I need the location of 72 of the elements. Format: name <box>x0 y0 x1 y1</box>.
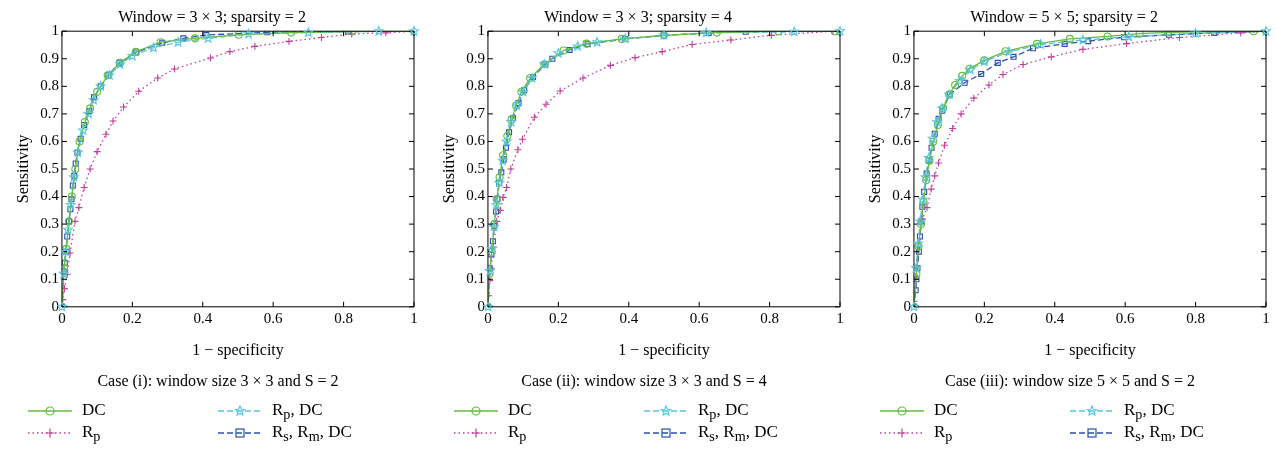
y-tick-label: 0.4 <box>892 187 912 204</box>
y-tick-label: 0.5 <box>892 159 911 176</box>
legend-label: R$_{p}$ <box>82 422 101 445</box>
y-tick-label: 0.1 <box>40 270 59 287</box>
x-tick-label: 0.8 <box>1186 309 1205 326</box>
y-axis-title: Sensitivity <box>13 134 32 204</box>
y-tick-label: 0.4 <box>466 187 486 204</box>
chart-title: Window = 3 × 3; sparsity = 4 <box>544 7 732 26</box>
y-tick-label: 0.7 <box>892 104 912 121</box>
y-tick-label: 0.5 <box>40 159 59 176</box>
chart-title: Window = 3 × 3; sparsity = 2 <box>118 7 306 26</box>
x-axis-title: 1 − specificity <box>192 340 284 359</box>
y-tick-label: 0.5 <box>466 159 485 176</box>
y-axis-title: Sensitivity <box>439 134 458 204</box>
chart-title: Window = 5 × 5; sparsity = 2 <box>970 7 1158 26</box>
x-axis-title: 1 − specificity <box>618 340 710 359</box>
x-tick-label: 1 <box>836 309 844 326</box>
y-tick-label: 0.1 <box>892 270 911 287</box>
y-tick-label: 0.2 <box>40 242 59 259</box>
x-tick-label: 0.4 <box>193 309 213 326</box>
y-axis-title: Sensitivity <box>865 134 884 204</box>
y-tick-label: 0.3 <box>40 215 59 232</box>
text: Case (ii): window size 3 × 3 and S = 4 <box>520 372 768 390</box>
legend-label: R$_{p}$, DC <box>272 400 323 423</box>
text: Case (i): window size 3 × 3 and S = 2 <box>96 372 340 390</box>
y-tick-label: 0.1 <box>466 270 485 287</box>
x-tick-label: 0.6 <box>1115 309 1136 326</box>
y-tick-label: 0 <box>51 297 59 314</box>
legend-label: R$_{s}$, R$_{m}$, DC <box>698 422 778 445</box>
legend-label: R$_{p}$ <box>508 422 527 445</box>
y-tick-label: 0.6 <box>892 132 912 149</box>
x-tick-label: 0.6 <box>263 309 284 326</box>
x-tick-label: 0.6 <box>689 309 710 326</box>
x-tick-label: 0.2 <box>548 309 568 326</box>
y-tick-label: 0.3 <box>466 215 485 232</box>
x-tick-label: 0.8 <box>760 309 779 326</box>
legend-label: R$_{p}$, DC <box>1124 400 1175 423</box>
y-tick-label: 0 <box>903 297 911 314</box>
y-tick-label: 0.8 <box>40 77 59 94</box>
x-axis-title: 1 − specificity <box>1044 340 1136 359</box>
x-tick-label: 0.8 <box>334 309 353 326</box>
y-tick-label: 0.6 <box>40 132 60 149</box>
x-tick-label: 1 <box>1262 309 1270 326</box>
legend-label: DC <box>934 400 958 419</box>
y-tick-label: 0.8 <box>466 77 485 94</box>
legend-label: DC <box>508 400 532 419</box>
y-tick-label: 0.9 <box>40 49 59 66</box>
legend-label: R$_{p}$ <box>934 422 953 445</box>
y-tick-label: 1 <box>903 22 911 39</box>
y-tick-label: 0 <box>477 297 485 314</box>
y-tick-label: 0.7 <box>40 104 60 121</box>
legend-label: R$_{p}$, DC <box>698 400 749 423</box>
y-tick-label: 0.8 <box>892 77 911 94</box>
y-tick-label: 0.4 <box>40 187 60 204</box>
y-tick-label: 0.2 <box>892 242 911 259</box>
legend-label: DC <box>82 400 106 419</box>
y-tick-label: 0.3 <box>892 215 911 232</box>
y-tick-label: 0.9 <box>466 49 485 66</box>
y-tick-label: 0.9 <box>892 49 911 66</box>
legend-label: R$_{s}$, R$_{m}$, DC <box>1124 422 1204 445</box>
legend-label: R$_{s}$, R$_{m}$, DC <box>272 422 352 445</box>
text: Case (iii): window size 5 × 5 and S = 2 <box>944 372 1196 390</box>
y-tick-label: 1 <box>477 22 485 39</box>
x-tick-label: 1 <box>410 309 418 326</box>
y-tick-label: 0.6 <box>466 132 486 149</box>
x-tick-label: 0.2 <box>974 309 994 326</box>
x-tick-label: 0.4 <box>1045 309 1065 326</box>
y-tick-label: 0.2 <box>466 242 485 259</box>
y-tick-label: 0.7 <box>466 104 486 121</box>
x-tick-label: 0.2 <box>122 309 142 326</box>
y-tick-label: 1 <box>51 22 59 39</box>
x-tick-label: 0.4 <box>619 309 639 326</box>
